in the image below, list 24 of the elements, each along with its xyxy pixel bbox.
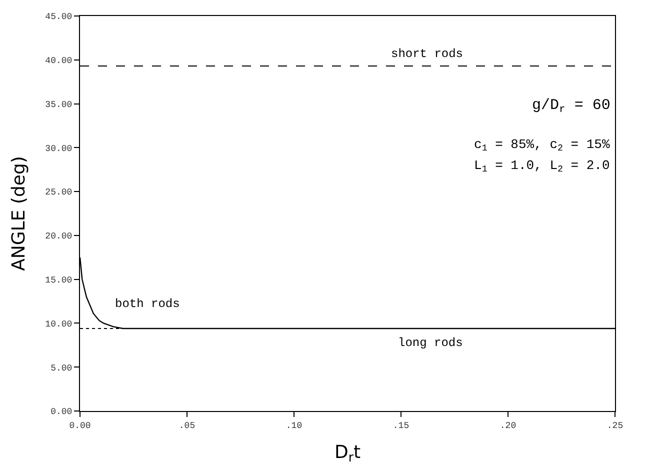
ref-line-label: long rods	[398, 336, 463, 350]
x-tick-label: .20	[500, 420, 516, 431]
annotation: g/D$_{r}$ = 60	[532, 97, 610, 116]
x-axis-title: D$_{r}$t	[334, 442, 361, 465]
annotation: c$_{1}$ = 85%, c$_{2}$ = 15%	[474, 137, 610, 154]
y-tick-label: 10.00	[45, 319, 72, 330]
x-tick-label: .05	[178, 420, 196, 431]
y-tick-label: 5.00	[50, 363, 72, 374]
x-tick-label: .25	[606, 420, 624, 431]
ref-line-label: short rods	[391, 47, 464, 61]
y-tick-label: 0.00	[50, 407, 72, 418]
y-tick-label: 20.00	[45, 232, 72, 242]
y-tick-label: 45.00	[45, 12, 72, 22]
annotation: L$_{1}$ = 1.0, L$_{2}$ = 2.0	[474, 158, 610, 175]
y-tick-label: 15.00	[45, 275, 72, 286]
y-tick-label: 35.00	[45, 100, 72, 110]
x-tick-label: 0.00	[69, 420, 91, 431]
x-tick-label: .15	[392, 420, 410, 431]
y-tick-label: 40.00	[45, 56, 72, 66]
y-tick-label: 30.00	[45, 144, 72, 154]
series-label: both rods	[115, 297, 180, 311]
y-axis-title: ANGLE (deg)	[8, 156, 30, 271]
y-tick-label: 25.00	[45, 188, 72, 198]
x-tick-label: .10	[286, 420, 302, 431]
